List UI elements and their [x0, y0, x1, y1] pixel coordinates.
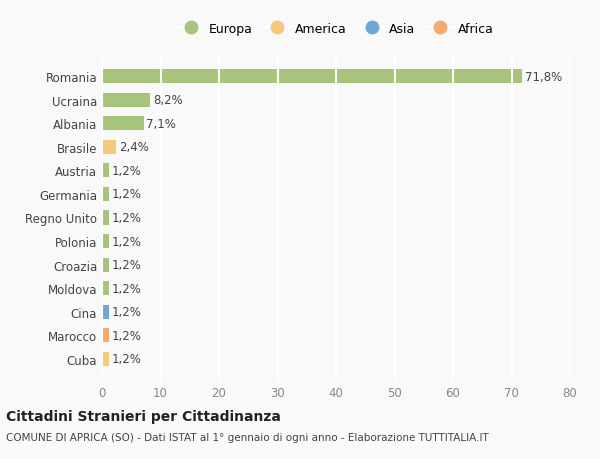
Bar: [102, 70, 522, 84]
Text: 1,2%: 1,2%: [112, 164, 142, 178]
Text: 1,2%: 1,2%: [112, 212, 142, 224]
Text: 71,8%: 71,8%: [525, 71, 562, 84]
Text: 1,2%: 1,2%: [112, 282, 142, 295]
Bar: [102, 305, 109, 319]
Text: 1,2%: 1,2%: [112, 188, 142, 201]
Bar: [102, 235, 109, 249]
Bar: [102, 117, 143, 131]
Bar: [102, 164, 109, 178]
Text: 1,2%: 1,2%: [112, 329, 142, 342]
Bar: [102, 187, 109, 202]
Text: 8,2%: 8,2%: [153, 94, 182, 107]
Bar: [102, 211, 109, 225]
Text: 7,1%: 7,1%: [146, 118, 176, 130]
Text: 2,4%: 2,4%: [119, 141, 149, 154]
Bar: [102, 329, 109, 343]
Text: Cittadini Stranieri per Cittadinanza: Cittadini Stranieri per Cittadinanza: [6, 409, 281, 423]
Bar: [102, 93, 150, 107]
Bar: [102, 281, 109, 296]
Bar: [102, 352, 109, 366]
Bar: [102, 258, 109, 272]
Text: 1,2%: 1,2%: [112, 258, 142, 272]
Text: 1,2%: 1,2%: [112, 235, 142, 248]
Text: COMUNE DI APRICA (SO) - Dati ISTAT al 1° gennaio di ogni anno - Elaborazione TUT: COMUNE DI APRICA (SO) - Dati ISTAT al 1°…: [6, 432, 489, 442]
Text: 1,2%: 1,2%: [112, 306, 142, 319]
Text: 1,2%: 1,2%: [112, 353, 142, 365]
Bar: [102, 140, 116, 155]
Legend: Europa, America, Asia, Africa: Europa, America, Asia, Africa: [175, 19, 497, 39]
